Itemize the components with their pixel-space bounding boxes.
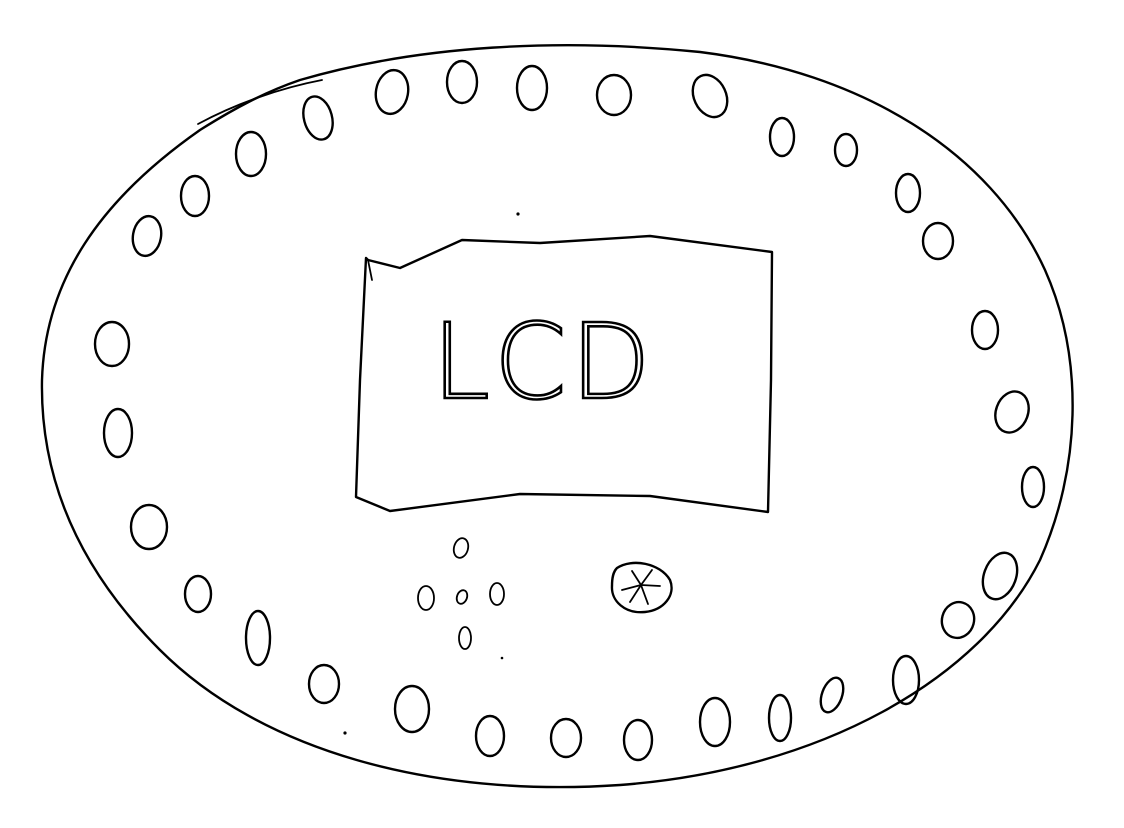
ring-led xyxy=(179,174,211,218)
ring-led xyxy=(833,132,859,168)
device-body-outline xyxy=(40,44,1074,789)
rotary-knob xyxy=(610,561,673,614)
ring-led xyxy=(698,696,732,748)
ring-led xyxy=(549,717,583,759)
ring-led xyxy=(93,320,131,368)
lcd-screen-outline xyxy=(354,234,774,514)
lcd-label: LCD xyxy=(432,301,655,423)
directional-pad xyxy=(417,537,505,650)
ring-led xyxy=(622,718,654,762)
rotary-knob-spoke xyxy=(640,569,653,586)
ring-led xyxy=(891,654,921,706)
body-overdraw-stroke xyxy=(197,79,323,125)
rotary-knob-spoke xyxy=(640,584,649,605)
stray-dot xyxy=(343,731,347,735)
ring-led xyxy=(515,64,549,112)
ring-led xyxy=(374,68,410,116)
dpad-center-button xyxy=(455,589,469,605)
ring-led xyxy=(595,73,633,117)
ring-led xyxy=(393,684,431,734)
ring-led xyxy=(970,309,1000,351)
stray-dot xyxy=(516,212,520,216)
dpad-down-button xyxy=(458,626,472,650)
ring-led xyxy=(234,130,268,178)
rotary-knob-outline xyxy=(610,561,673,614)
ring-led xyxy=(445,59,479,105)
stray-dot xyxy=(500,656,504,660)
ring-led xyxy=(1020,465,1046,509)
ring-led xyxy=(129,503,169,551)
led-ring xyxy=(93,59,1046,762)
ring-led xyxy=(102,407,134,459)
ring-led xyxy=(183,574,213,614)
ring-led xyxy=(940,600,976,640)
dpad-left-button xyxy=(417,585,435,611)
ring-led xyxy=(894,172,922,214)
ring-led xyxy=(131,214,163,258)
rotary-knob-spoke xyxy=(631,570,642,586)
ring-led xyxy=(244,609,272,667)
dpad-right-button xyxy=(489,582,505,606)
lcd-corner-stroke xyxy=(367,259,373,281)
dpad-up-button xyxy=(452,537,470,559)
ring-led xyxy=(307,663,341,705)
ring-led xyxy=(691,73,729,119)
ring-led xyxy=(981,551,1019,601)
ring-led xyxy=(768,116,796,158)
ring-led xyxy=(994,390,1030,434)
rotary-knob-spoke xyxy=(621,584,642,591)
ring-led xyxy=(302,95,334,141)
ring-led xyxy=(819,676,845,714)
ring-led xyxy=(921,221,955,261)
ring-led xyxy=(767,693,793,743)
ring-led xyxy=(474,714,506,758)
rotary-knob-spoke xyxy=(629,584,642,603)
rotary-knob-spoke xyxy=(640,584,661,587)
